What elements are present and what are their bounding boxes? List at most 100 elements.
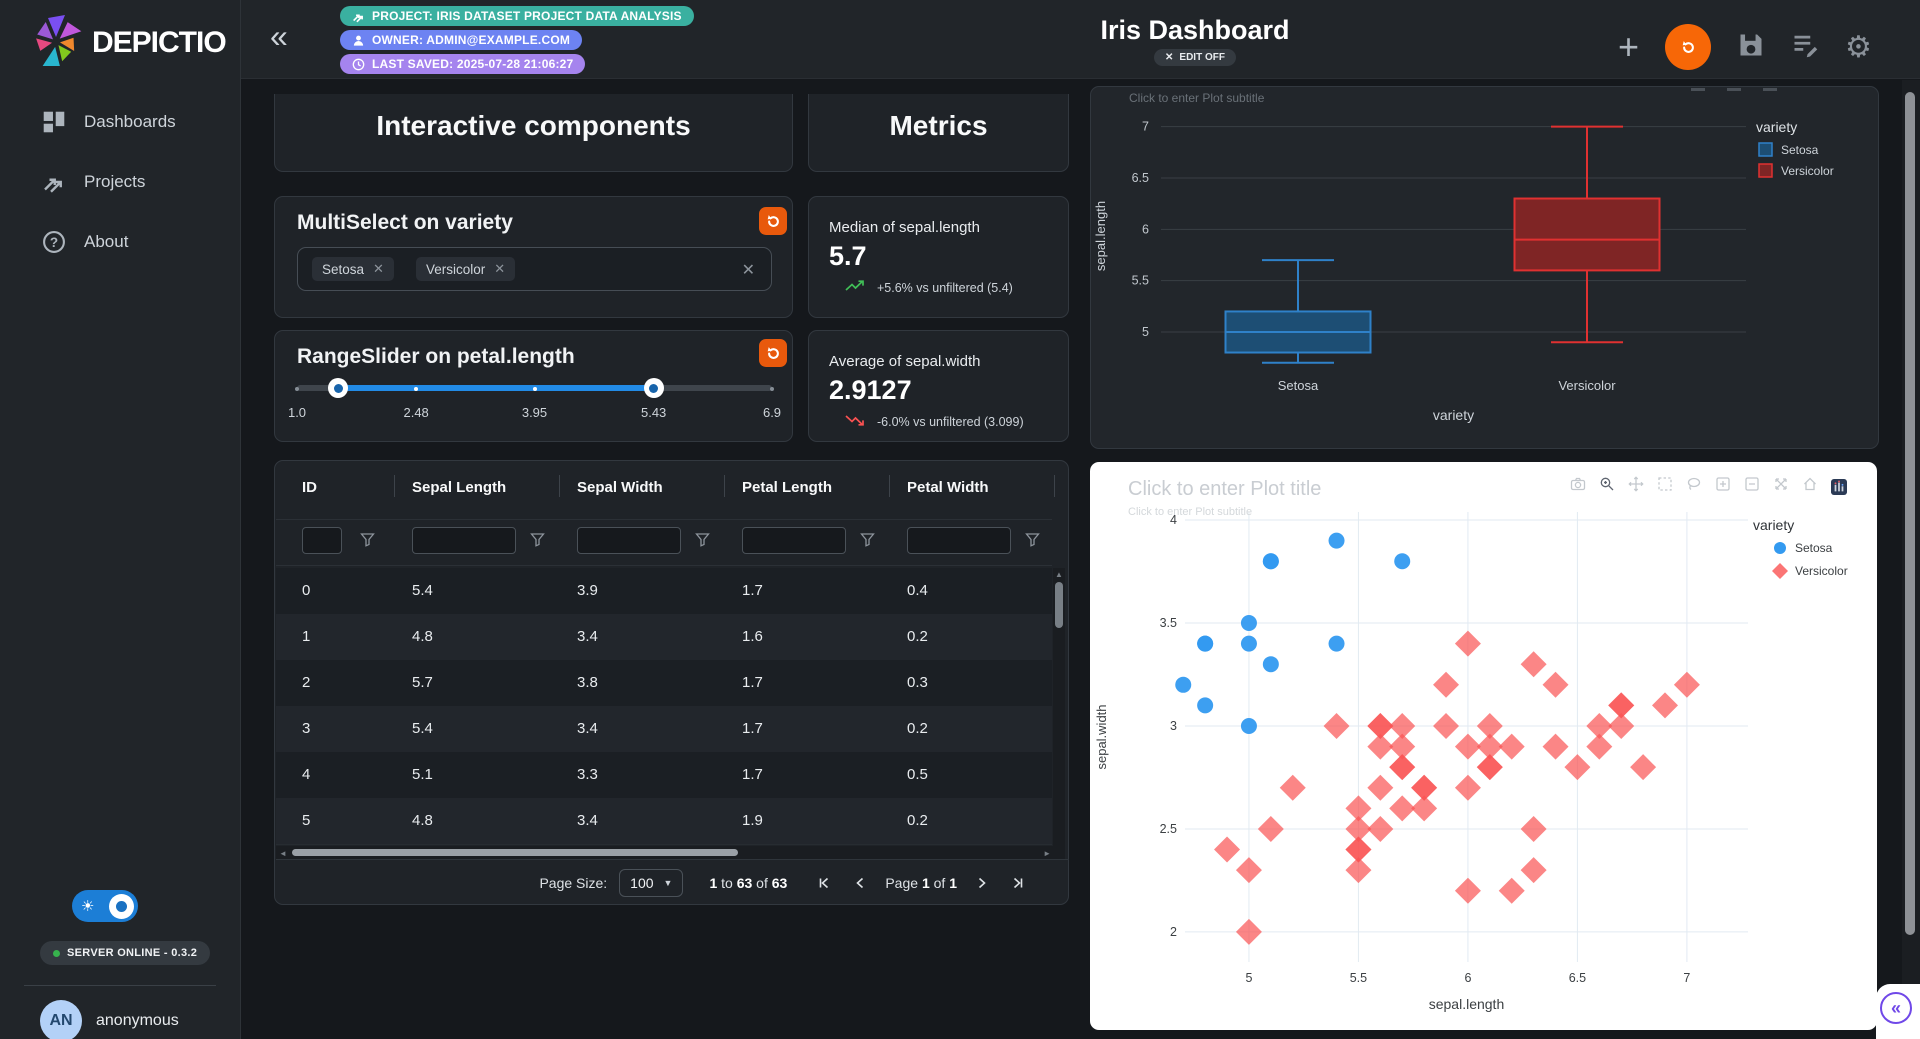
table-row[interactable]: 2 5.7 3.8 1.7 0.3: [276, 660, 1052, 707]
reset-filters-button[interactable]: [1665, 24, 1712, 70]
table-cell: 3: [302, 720, 311, 737]
svg-text:6: 6: [1464, 971, 1471, 985]
metric-value: 2.9127: [829, 375, 912, 405]
column-separator[interactable]: [889, 475, 890, 497]
filter-input-sepal-length[interactable]: [412, 527, 516, 554]
column-header-sepal-length[interactable]: Sepal Length: [412, 479, 507, 496]
svg-text:variety: variety: [1753, 517, 1794, 533]
remove-chip-icon[interactable]: ✕: [373, 261, 384, 276]
reset-rangeslider-button[interactable]: [759, 339, 787, 367]
petal-length-range-slider[interactable]: 1.0 2.48 3.95 5.43 6.9: [288, 378, 781, 420]
slider-mark-label: 1.0: [287, 405, 307, 420]
clear-all-icon[interactable]: ✕: [741, 262, 755, 279]
svg-text:2: 2: [1170, 925, 1177, 939]
horizontal-scroll-thumb[interactable]: [292, 849, 738, 856]
selected-chip-versicolor[interactable]: Versicolor ✕: [415, 257, 516, 281]
settings-gear-button[interactable]: ⚙: [1845, 30, 1872, 64]
filter-funnel-icon[interactable]: [360, 532, 375, 552]
slider-mark-dot: [770, 387, 774, 391]
open-drawer-button[interactable]: «: [1880, 992, 1912, 1024]
next-page-button[interactable]: [971, 872, 993, 894]
user-menu[interactable]: AN anonymous: [40, 1000, 179, 1039]
column-header-petal-length[interactable]: Petal Length: [742, 479, 833, 496]
remove-chip-icon[interactable]: ✕: [494, 261, 506, 276]
edit-notes-button[interactable]: [1791, 31, 1819, 64]
collapse-sidebar-button[interactable]: «: [270, 18, 288, 54]
slider-handle-min[interactable]: [328, 378, 349, 398]
reset-multiselect-button[interactable]: [759, 207, 787, 235]
theme-toggle[interactable]: ☀: [72, 890, 138, 922]
page-scroll-thumb[interactable]: [1905, 92, 1915, 935]
scatter-plot[interactable]: 5 5.5 6 6.5 7 2 2.5 3 3.5 4 sepal.length …: [1090, 462, 1877, 1030]
table-row[interactable]: 0 5.4 3.9 1.7 0.4: [276, 568, 1052, 615]
filter-funnel-icon[interactable]: [1025, 532, 1040, 552]
column-separator[interactable]: [1054, 475, 1055, 497]
multiselect-card: MultiSelect on variety Setosa ✕ Versicolor…: [274, 196, 793, 318]
save-dashboard-button[interactable]: [1737, 31, 1765, 64]
scroll-up-icon[interactable]: ▲: [1055, 570, 1063, 579]
selected-chip-setosa[interactable]: Setosa ✕: [312, 257, 394, 281]
boxplot-subtitle-placeholder[interactable]: Click to enter Plot subtitle: [1129, 91, 1265, 105]
table-horizontal-scrollbar[interactable]: ◄ ►: [276, 846, 1065, 859]
edit-chart-icon[interactable]: [1831, 476, 1847, 495]
column-header-id[interactable]: ID: [302, 479, 317, 496]
edit-mode-toggle[interactable]: ✕ EDIT OFF: [1154, 49, 1236, 67]
svg-text:Versicolor: Versicolor: [1795, 564, 1848, 578]
table-row[interactable]: 1 4.8 3.4 1.6 0.2: [276, 614, 1052, 661]
box-select-icon[interactable]: [1657, 476, 1673, 492]
add-component-button[interactable]: +: [1618, 26, 1640, 67]
page-size-value: 100: [630, 874, 654, 891]
slider-handle-max[interactable]: [643, 378, 664, 398]
table-row[interactable]: 3 5.4 3.4 1.7 0.2: [276, 706, 1052, 753]
scroll-right-icon[interactable]: ►: [1043, 849, 1051, 858]
table-cell: 5.7: [412, 674, 433, 691]
filter-funnel-icon[interactable]: [860, 532, 875, 552]
filter-input-petal-width[interactable]: [907, 527, 1011, 554]
sidebar-item-projects[interactable]: Projects: [0, 152, 240, 212]
zoom-in-icon[interactable]: [1715, 476, 1731, 492]
box-plot[interactable]: 5 5.5 6 6.5 7 Setosa Versicolor variety s…: [1091, 87, 1878, 448]
scroll-left-icon[interactable]: ◄: [279, 849, 287, 858]
metric-value: 5.7: [829, 241, 867, 271]
brand[interactable]: DEPICTIO: [28, 12, 227, 73]
page-size-label: Page Size:: [539, 874, 608, 891]
table-pagination: Page Size: 100 ▼ 1 to 63 of 63 Page 1 of…: [276, 859, 1069, 905]
table-row[interactable]: 5 4.8 3.4 1.9 0.2: [276, 798, 1052, 845]
filter-input-id[interactable]: [302, 527, 342, 554]
column-separator[interactable]: [724, 475, 725, 497]
lasso-icon[interactable]: [1686, 476, 1702, 492]
autoscale-icon[interactable]: [1773, 476, 1789, 492]
svg-text:7: 7: [1142, 120, 1149, 134]
pan-icon[interactable]: [1628, 476, 1644, 492]
column-header-petal-width[interactable]: Petal Width: [907, 479, 989, 496]
zoom-out-icon[interactable]: [1744, 476, 1760, 492]
last-page-button[interactable]: [1007, 872, 1029, 894]
table-cell: 1.9: [742, 812, 763, 829]
table-row[interactable]: 4 5.1 3.3 1.7 0.5: [276, 752, 1052, 799]
scatter-subtitle-placeholder[interactable]: Click to enter Plot subtitle: [1128, 506, 1253, 518]
slider-mark-label: 5.43: [640, 405, 667, 420]
sidebar-item-dashboards[interactable]: Dashboards: [0, 92, 240, 152]
column-header-sepal-width[interactable]: Sepal Width: [577, 479, 663, 496]
table-vertical-scrollbar[interactable]: ▲: [1053, 568, 1065, 846]
camera-icon[interactable]: [1570, 476, 1586, 492]
project-badge: PROJECT: IRIS DATASET PROJECT DATA ANALY…: [340, 6, 694, 26]
home-icon[interactable]: [1802, 476, 1818, 492]
column-separator[interactable]: [394, 475, 395, 497]
prev-page-button[interactable]: [849, 872, 871, 894]
zoom-icon[interactable]: [1599, 476, 1615, 492]
page-size-select[interactable]: 100 ▼: [619, 868, 684, 897]
sidebar-item-about[interactable]: ? About: [0, 212, 240, 272]
column-separator[interactable]: [559, 475, 560, 497]
first-page-button[interactable]: [813, 872, 835, 894]
table-cell: 1: [302, 628, 311, 645]
scatter-title-placeholder[interactable]: Click to enter Plot title: [1128, 478, 1322, 500]
filter-funnel-icon[interactable]: [530, 532, 545, 552]
last-saved-badge: LAST SAVED: 2025-07-28 21:06:27: [340, 54, 586, 74]
vertical-scroll-thumb[interactable]: [1055, 582, 1063, 628]
filter-input-petal-length[interactable]: [742, 527, 846, 554]
variety-multiselect-input[interactable]: Setosa ✕ Versicolor ✕ ✕: [297, 247, 772, 291]
page-scrollbar[interactable]: [1902, 80, 1920, 1039]
filter-input-sepal-width[interactable]: [577, 527, 681, 554]
filter-funnel-icon[interactable]: [695, 532, 710, 552]
